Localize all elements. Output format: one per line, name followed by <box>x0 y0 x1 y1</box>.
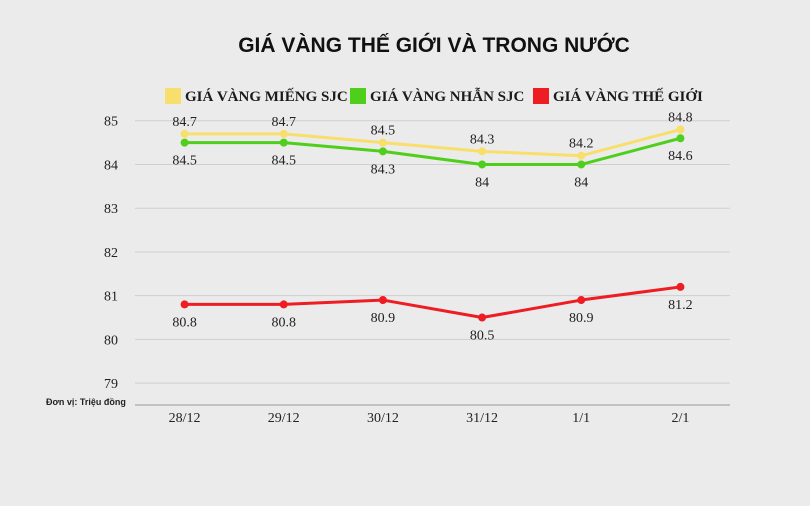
legend-label: GIÁ VÀNG NHẪN SJC <box>370 87 524 105</box>
x-tick-label: 29/12 <box>268 411 300 426</box>
legend-item: GIÁ VÀNG MIẾNG SJC <box>165 88 348 105</box>
data-label: 84.8 <box>668 110 693 125</box>
data-label: 84.7 <box>172 115 197 130</box>
x-tick-label: 30/12 <box>367 411 399 426</box>
series-line <box>184 285 681 320</box>
chart-title: GIÁ VÀNG THẾ GIỚI VÀ TRONG NƯỚC <box>238 33 630 57</box>
data-label: 80.8 <box>172 315 197 330</box>
y-tick-label: 81 <box>104 290 118 305</box>
legend-swatch <box>533 88 549 104</box>
data-point <box>279 138 288 147</box>
data-point <box>279 129 288 138</box>
data-point <box>478 160 487 169</box>
x-tick-label: 31/12 <box>466 411 498 426</box>
data-point <box>676 282 685 291</box>
data-point <box>676 134 685 143</box>
data-label: 81.2 <box>668 298 693 313</box>
data-label: 80.8 <box>272 315 297 330</box>
data-point <box>676 125 685 134</box>
data-label: 80.9 <box>569 311 594 326</box>
x-tick-label: 1/1 <box>572 411 590 426</box>
data-label: 84.5 <box>272 154 297 169</box>
y-tick-label: 82 <box>104 246 118 261</box>
data-label: 80.9 <box>371 311 396 326</box>
y-tick-label: 80 <box>104 333 118 348</box>
legend-swatch <box>350 88 366 104</box>
y-tick-label: 83 <box>104 202 118 217</box>
unit-note: Đơn vị: Triệu đồng <box>46 397 126 407</box>
series-line <box>184 136 681 166</box>
legend-swatch <box>165 88 181 104</box>
data-label: 84.3 <box>470 132 495 147</box>
legend-item: GIÁ VÀNG THẾ GIỚI <box>533 88 703 105</box>
data-label: 84 <box>574 175 588 190</box>
data-point <box>577 296 586 305</box>
x-tick-label: 28/12 <box>169 411 201 426</box>
data-point <box>378 138 387 147</box>
legend-item: GIÁ VÀNG NHẪN SJC <box>350 87 524 105</box>
y-tick-label: 84 <box>104 158 118 173</box>
x-tick-label: 2/1 <box>671 411 689 426</box>
data-point <box>180 138 189 147</box>
data-point <box>378 296 387 305</box>
y-tick-label: 79 <box>104 377 118 392</box>
series-line <box>184 128 681 158</box>
data-point <box>478 147 487 156</box>
data-label: 80.5 <box>470 329 495 344</box>
data-label: 84.7 <box>272 115 297 130</box>
series-2: 80.8 80.8 80.9 80.5 80.9 81.2 <box>172 282 693 344</box>
data-label: 84.3 <box>371 162 396 177</box>
grid-lines <box>135 120 730 384</box>
data-point <box>478 313 487 322</box>
legend-label: GIÁ VÀNG THẾ GIỚI <box>553 88 703 105</box>
x-axis: 28/12 29/12 30/12 31/12 1/1 2/1 <box>135 404 730 426</box>
data-point <box>180 300 189 309</box>
data-label: 84.2 <box>569 137 594 152</box>
data-point <box>378 147 387 156</box>
data-point <box>577 151 586 160</box>
data-label: 84 <box>475 175 489 190</box>
series-1: 84.5 84.5 84.3 84 84 84.6 <box>172 134 693 190</box>
legend: GIÁ VÀNG MIẾNG SJC GIÁ VÀNG NHẪN SJC GIÁ V… <box>165 87 703 105</box>
series-layer: 84.7 84.784.584.3 84.284.884.5 84.584.384 84… <box>172 110 692 343</box>
legend-label: GIÁ VÀNG MIẾNG SJC <box>185 88 348 105</box>
y-axis: 79 80 81 82 83 84 85 <box>104 115 118 392</box>
data-label: 84.5 <box>172 154 197 169</box>
y-tick-label: 85 <box>104 115 118 130</box>
data-point <box>180 129 189 138</box>
data-point <box>577 160 586 169</box>
data-label: 84.6 <box>668 149 693 164</box>
data-point <box>279 300 288 309</box>
data-label: 84.5 <box>371 124 396 139</box>
series-0: 84.7 84.7 84.5 84.3 84.2 84.8 <box>172 110 693 160</box>
